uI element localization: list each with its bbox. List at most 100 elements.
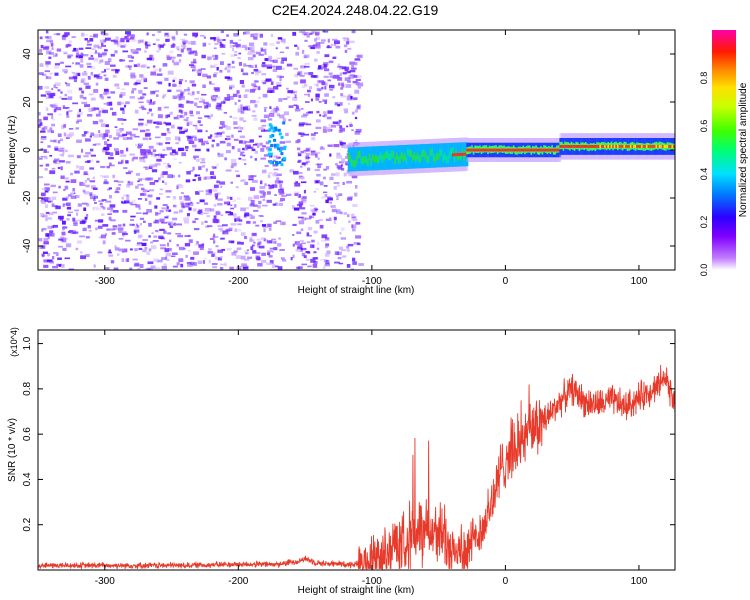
spectrogram-noise-cell	[93, 89, 99, 93]
spectrogram-noise-cell	[354, 216, 357, 221]
spectrogram-noise-cell	[161, 265, 167, 270]
spectrogram-noise-cell	[127, 65, 133, 68]
spectrogram-noise-cell	[317, 241, 320, 246]
spectrogram-blob-cell	[272, 126, 276, 130]
spectrogram-noise-cell	[325, 237, 329, 240]
spectrogram-noise-cell	[139, 74, 144, 78]
spectrogram-noise-cell	[181, 45, 185, 49]
spectrogram-noise-cell	[165, 142, 171, 145]
spectrogram-noise-cell	[171, 124, 175, 129]
spectrogram-noise-cell	[194, 243, 197, 246]
spectrogram-noise-cell	[164, 35, 167, 37]
spectrogram-noise-cell	[266, 240, 273, 244]
spectrogram-noise-cell	[122, 233, 125, 237]
spectrogram-noise-cell	[272, 203, 277, 206]
spectrogram-noise-cell	[250, 187, 255, 191]
spectrogram-noise-cell	[311, 245, 315, 248]
spectrogram-noise-cell	[43, 126, 48, 130]
spectrogram-noise-cell	[52, 119, 55, 121]
spectrogram-noise-cell	[245, 147, 249, 151]
spectrogram-noise-cell	[43, 149, 47, 153]
spectrogram-noise-cell	[323, 185, 328, 187]
spectrogram-noise-cell	[326, 46, 332, 49]
spectrogram-noise-cell	[325, 253, 330, 257]
spectrogram-noise-cell	[272, 184, 278, 189]
spectrogram-noise-cell	[276, 75, 282, 78]
spectrogram-noise-cell	[204, 105, 209, 109]
spectrogram-noise-cell	[329, 84, 335, 89]
spectrogram-noise-cell	[356, 107, 361, 110]
spectrogram-noise-cell	[296, 147, 301, 151]
spectrogram-noise-cell	[157, 44, 161, 48]
spectrogram-noise-cell	[154, 154, 159, 156]
spectrogram-noise-cell	[306, 241, 311, 244]
spectrogram-noise-cell	[41, 201, 46, 204]
spectrogram-noise-cell	[236, 228, 242, 232]
spectrogram-noise-cell	[247, 52, 253, 55]
spectrogram-noise-cell	[183, 33, 188, 36]
spectrogram-noise-cell	[260, 180, 263, 185]
spectrogram-noise-cell	[355, 185, 358, 189]
spectrogram-x-tick-label: 100	[631, 276, 648, 287]
spectrogram-noise-cell	[139, 158, 145, 162]
spectrogram-noise-cell	[110, 219, 116, 222]
spectrogram-noise-cell	[172, 59, 175, 63]
spectrogram-noise-cell	[318, 219, 324, 221]
spectrogram-noise-cell	[278, 237, 281, 240]
spectrogram-noise-cell	[269, 260, 274, 264]
spectrogram-noise-cell	[77, 54, 84, 57]
snr-y-multiplier: (x10^4)	[9, 327, 19, 357]
spectrogram-noise-cell	[266, 191, 271, 195]
spectrogram-noise-cell	[96, 76, 103, 80]
spectrogram-noise-cell	[279, 51, 285, 54]
spectrogram-noise-cell	[321, 86, 324, 90]
spectrogram-noise-cell	[279, 187, 284, 190]
spectrogram-noise-cell	[92, 187, 98, 190]
spectrogram-noise-cell	[237, 223, 242, 226]
spectrogram-noise-cell	[183, 195, 190, 198]
spectrogram-noise-cell	[81, 78, 86, 82]
spectrogram-noise-cell	[50, 43, 54, 47]
spectrogram-noise-cell	[309, 32, 313, 35]
spectrogram-noise-cell	[44, 187, 50, 191]
spectrogram-noise-cell	[72, 49, 75, 52]
spectrogram-noise-cell	[176, 185, 179, 190]
spectrogram-noise-cell	[183, 128, 187, 131]
spectrogram-noise-cell	[140, 96, 145, 99]
spectrogram-noise-cell	[209, 208, 215, 212]
spectrogram-noise-cell	[230, 241, 235, 244]
spectrogram-noise-cell	[269, 43, 275, 46]
spectrogram-noise-cell	[167, 89, 172, 92]
spectrogram-noise-cell	[219, 181, 226, 185]
spectrogram-noise-cell	[175, 142, 180, 145]
spectrogram-noise-cell	[304, 84, 308, 87]
spectrogram-noise-cell	[252, 110, 256, 113]
spectrogram-noise-cell	[243, 147, 247, 151]
spectrogram-noise-cell	[55, 162, 61, 165]
spectrogram-noise-cell	[57, 166, 61, 169]
spectrogram-noise-cell	[121, 196, 124, 200]
spectrogram-noise-cell	[261, 237, 265, 241]
spectrogram-noise-cell	[77, 240, 83, 244]
spectrogram-noise-cell	[184, 220, 189, 224]
spectrogram-noise-cell	[166, 128, 170, 132]
spectrogram-noise-cell	[231, 252, 237, 256]
spectrogram-noise-cell	[108, 195, 113, 199]
spectrogram-noise-cell	[122, 223, 126, 227]
spectrogram-noise-cell	[240, 179, 244, 182]
spectrogram-noise-cell	[116, 87, 120, 89]
spectrogram-noise-cell	[43, 46, 49, 50]
spectrogram-noise-cell	[224, 76, 230, 79]
spectrogram-noise-cell	[167, 242, 170, 247]
spectrogram-noise-cell	[120, 38, 125, 42]
spectrogram-noise-cell	[347, 80, 351, 83]
spectrogram-noise-cell	[52, 191, 58, 194]
spectrogram-noise-cell	[324, 86, 327, 90]
spectrogram-blob-cell	[274, 126, 278, 130]
spectrogram-noise-cell	[324, 263, 330, 267]
spectrogram-noise-cell	[60, 166, 63, 171]
spectrogram-noise-cell	[75, 247, 79, 251]
spectrogram-noise-cell	[297, 72, 301, 76]
spectrogram-noise-cell	[210, 37, 216, 40]
